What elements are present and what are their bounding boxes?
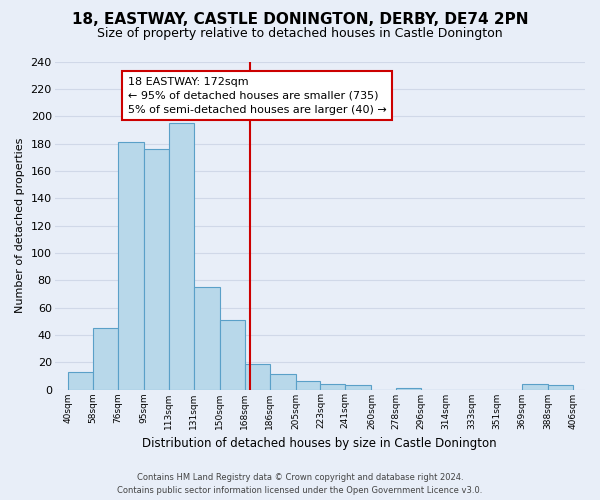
Text: 18 EASTWAY: 172sqm
← 95% of detached houses are smaller (735)
5% of semi-detache: 18 EASTWAY: 172sqm ← 95% of detached hou… (128, 76, 386, 114)
Bar (269, 374, 296, 390)
Bar (296, 382, 320, 390)
Bar (320, 384, 345, 390)
Bar (93, 328, 118, 390)
X-axis label: Distribution of detached houses by size in Castle Donington: Distribution of detached houses by size … (142, 437, 497, 450)
Text: 18, EASTWAY, CASTLE DONINGTON, DERBY, DE74 2PN: 18, EASTWAY, CASTLE DONINGTON, DERBY, DE… (72, 12, 528, 28)
Bar (118, 142, 144, 390)
Bar (396, 388, 421, 390)
Bar (144, 149, 169, 390)
Y-axis label: Number of detached properties: Number of detached properties (15, 138, 25, 313)
Bar (194, 287, 220, 390)
Bar (548, 386, 572, 390)
Bar (220, 320, 245, 390)
Bar (68, 372, 93, 390)
Bar (245, 364, 269, 390)
Bar (345, 386, 371, 390)
Bar (169, 123, 194, 390)
Text: Size of property relative to detached houses in Castle Donington: Size of property relative to detached ho… (97, 28, 503, 40)
Text: Contains HM Land Registry data © Crown copyright and database right 2024.
Contai: Contains HM Land Registry data © Crown c… (118, 473, 482, 495)
Bar (521, 384, 548, 390)
